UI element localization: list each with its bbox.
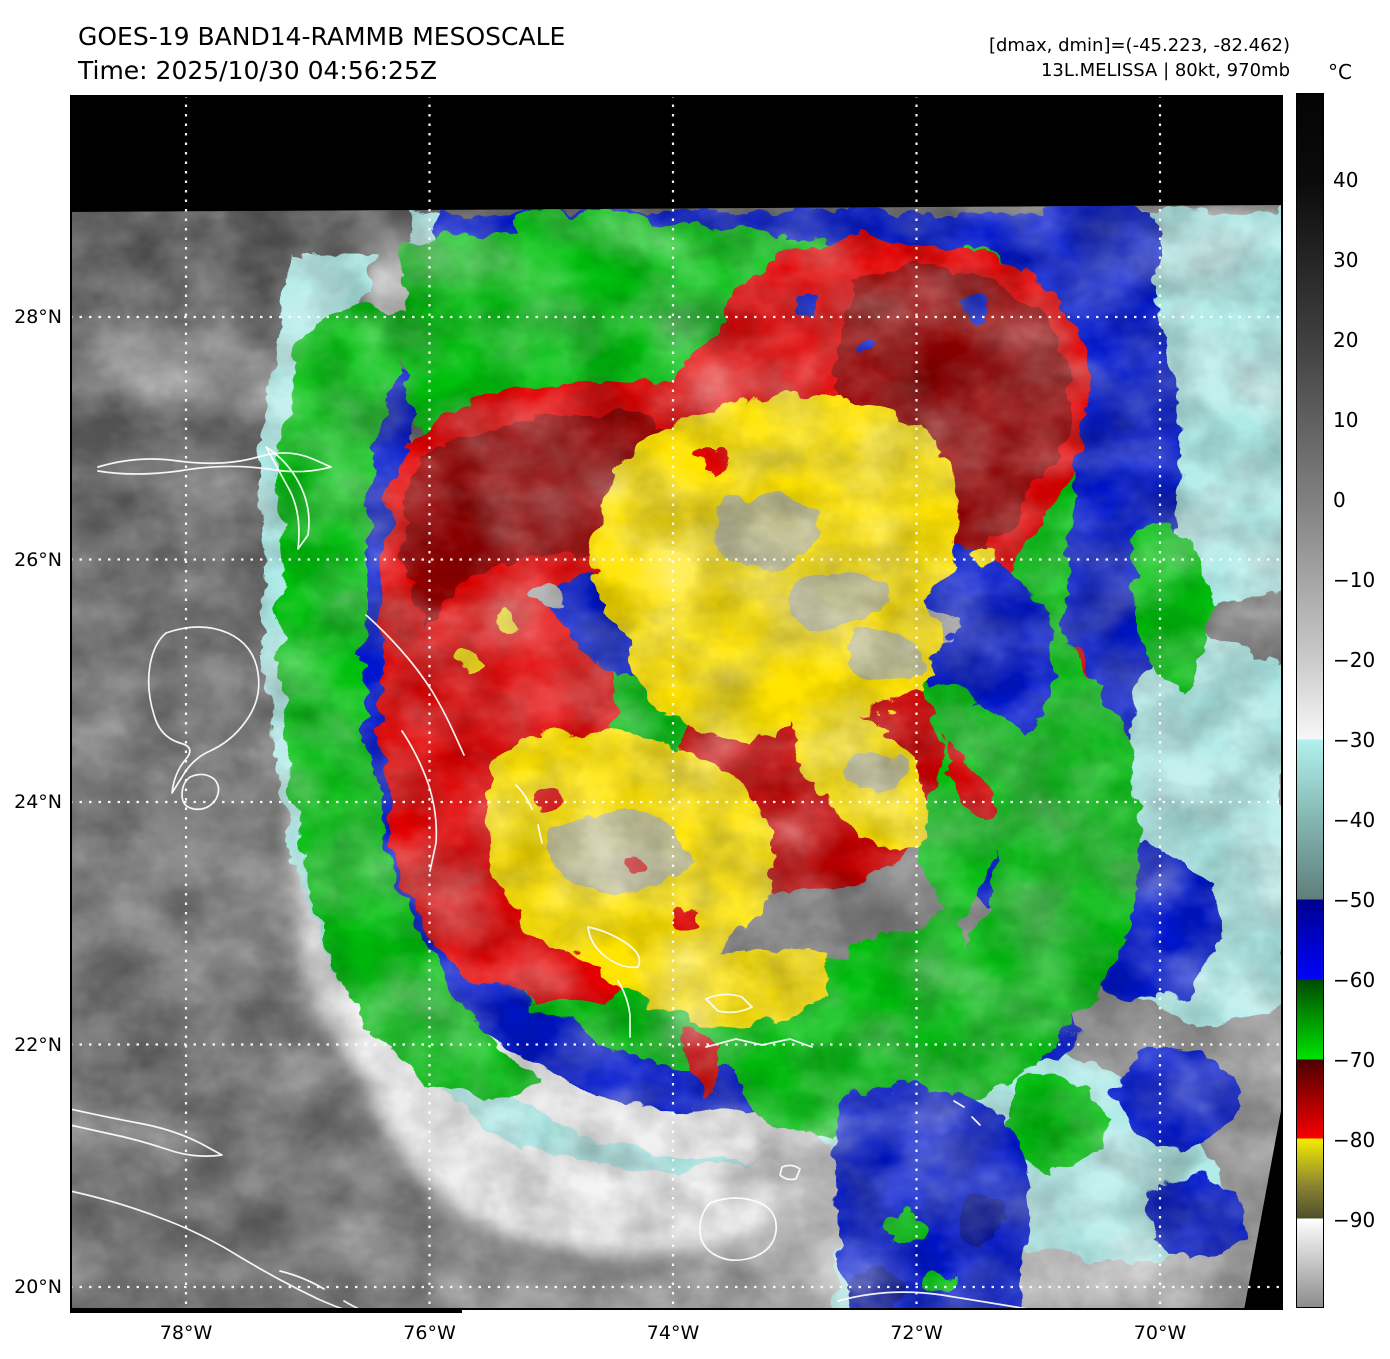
latitude-label: 26°N xyxy=(14,548,62,571)
cloud-texture-dark xyxy=(70,205,1283,1310)
colorbar-tick: −30 xyxy=(1333,728,1376,752)
longitude-label: 74°W xyxy=(646,1322,700,1344)
colorbar-tick: −60 xyxy=(1333,968,1376,992)
colorbar-tick: −20 xyxy=(1333,648,1376,672)
colorbar-unit-label: °C xyxy=(1328,60,1352,84)
colorbar-tick: −70 xyxy=(1333,1048,1376,1072)
timestamp: Time: 2025/10/30 04:56:25Z xyxy=(78,56,437,85)
longitude-label: 70°W xyxy=(1133,1322,1187,1344)
latitude-label: 28°N xyxy=(14,306,62,328)
colorbar-tick: −40 xyxy=(1333,808,1376,832)
page-title: GOES-19 BAND14-RAMMB MESOSCALE xyxy=(78,22,566,51)
colorbar-tick: −80 xyxy=(1333,1128,1376,1152)
latitude-label: 22°N xyxy=(14,1033,62,1056)
longitude-label: 76°W xyxy=(403,1322,456,1344)
colorbar-tick: −50 xyxy=(1333,888,1376,912)
title-block: GOES-19 BAND14-RAMMB MESOSCALE Time: 202… xyxy=(78,20,565,88)
colorbar-tick: 10 xyxy=(1333,408,1359,432)
colorbar-tick: −10 xyxy=(1333,568,1376,592)
latitude-label: 20°N xyxy=(14,1276,62,1298)
colorbar-tick: 20 xyxy=(1333,328,1359,352)
colorbar-tick: 40 xyxy=(1333,168,1359,192)
colorbar-gradient xyxy=(1296,93,1324,1308)
colorbar-tick: 0 xyxy=(1333,488,1346,512)
storm-info: 13L.MELISSA | 80kt, 970mb xyxy=(1040,60,1290,81)
colorbar-tick: −90 xyxy=(1333,1208,1376,1232)
coastlines xyxy=(70,446,1029,1310)
satellite-map xyxy=(70,95,1283,1310)
colorbar-tick: 30 xyxy=(1333,248,1359,272)
longitude-label: 72°W xyxy=(890,1322,943,1344)
dmax-dmin-readout: [dmax, dmin]=(-45.223, -82.462) xyxy=(988,35,1290,56)
latitude-label: 24°N xyxy=(14,791,62,813)
map-border xyxy=(70,95,1283,1310)
annotation-block: [dmax, dmin]=(-45.223, -82.462) 13L.MELI… xyxy=(989,33,1290,83)
longitude-label: 78°W xyxy=(159,1322,213,1344)
